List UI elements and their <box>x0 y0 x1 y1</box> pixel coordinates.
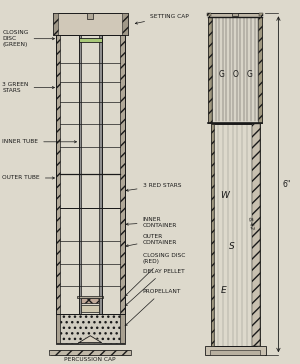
Polygon shape <box>79 336 102 343</box>
Bar <box>51 350 130 355</box>
Bar <box>252 124 260 346</box>
Bar <box>81 298 99 303</box>
Bar <box>56 35 60 314</box>
Bar <box>122 13 128 35</box>
Bar <box>205 346 266 355</box>
Text: INNER
CONTAINER: INNER CONTAINER <box>126 217 177 228</box>
Bar <box>232 13 238 16</box>
Bar <box>99 35 102 314</box>
Text: G: G <box>247 70 253 79</box>
Bar <box>50 351 131 355</box>
Bar <box>81 305 99 312</box>
Bar <box>256 124 260 346</box>
Text: PROPELLANT: PROPELLANT <box>125 289 181 326</box>
Bar <box>53 13 58 35</box>
Bar <box>79 35 81 314</box>
Bar <box>53 13 128 35</box>
Text: 6": 6" <box>283 180 291 189</box>
Bar <box>211 124 214 346</box>
Bar <box>56 314 60 343</box>
Text: CLOSING DISC
(RED): CLOSING DISC (RED) <box>125 253 185 296</box>
Text: E: E <box>221 286 227 295</box>
Bar <box>120 35 124 314</box>
Text: PERCUSSION CAP: PERCUSSION CAP <box>64 357 116 362</box>
Text: INNER TUBE: INNER TUBE <box>2 139 76 144</box>
Bar <box>120 314 124 343</box>
Text: SETTING CAP: SETTING CAP <box>135 14 189 24</box>
Text: OUTER TUBE: OUTER TUBE <box>2 175 55 181</box>
Bar <box>77 350 103 355</box>
Text: 3 RED STARS: 3 RED STARS <box>126 183 181 191</box>
Bar <box>258 17 262 123</box>
Bar <box>209 13 261 17</box>
Text: G: G <box>218 70 224 79</box>
Bar <box>207 13 211 16</box>
Bar <box>208 17 212 123</box>
Text: W: W <box>220 191 229 199</box>
Text: S: S <box>229 242 234 251</box>
Bar <box>79 38 102 41</box>
Bar <box>87 13 93 19</box>
Bar <box>211 124 260 346</box>
Bar <box>208 17 262 123</box>
Text: OUTER
CONTAINER: OUTER CONTAINER <box>126 234 177 247</box>
Text: CLOSING
DISC
(GREEN): CLOSING DISC (GREEN) <box>2 30 55 47</box>
Text: DELAY PELLET: DELAY PELLET <box>125 269 184 306</box>
Text: 3 GREEN
STARS: 3 GREEN STARS <box>2 82 55 93</box>
Bar <box>210 350 260 355</box>
Bar <box>56 314 124 343</box>
Bar <box>77 296 103 298</box>
Bar <box>259 13 263 16</box>
Text: 8.42: 8.42 <box>247 217 254 232</box>
Text: O: O <box>233 70 239 79</box>
